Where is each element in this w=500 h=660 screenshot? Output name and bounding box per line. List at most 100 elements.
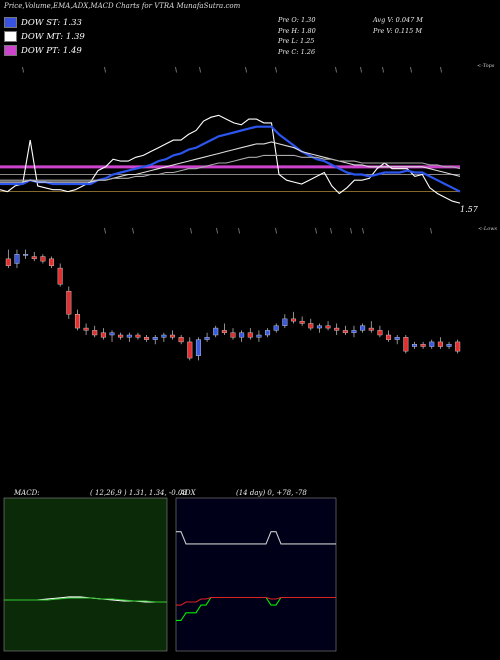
candle-51 <box>446 341 452 349</box>
candle-29 <box>256 330 262 342</box>
dow-mt-legend: DOW MT: 1.39 <box>4 31 85 42</box>
prev-low: Pre L: 1.25 <box>278 37 315 45</box>
candle-10 <box>92 325 98 338</box>
candle-body-52 <box>455 341 461 352</box>
candle-11 <box>100 328 106 340</box>
adx-title: ADX <box>180 489 196 497</box>
candle-15 <box>135 332 141 340</box>
candle-25 <box>221 323 227 335</box>
candle-48 <box>420 341 426 349</box>
dow-pt-value: 1.49 <box>62 45 82 56</box>
candle-body-33 <box>290 318 296 322</box>
candle-body-47 <box>411 344 417 347</box>
candle-body-7 <box>66 290 72 315</box>
candle-body-34 <box>299 320 305 324</box>
dow-st-value: 1.33 <box>62 17 82 28</box>
ema-series-0 <box>0 114 461 204</box>
candle-body-21 <box>187 341 193 359</box>
candle-40 <box>351 325 357 338</box>
low-marker-2: \ <box>190 228 192 235</box>
candle-body-30 <box>265 330 271 336</box>
dow-mt-value: 1.39 <box>65 31 85 42</box>
candle-13 <box>118 332 124 340</box>
dow-pt-legend: DOW PT: 1.49 <box>4 45 82 56</box>
candle-21 <box>187 337 193 361</box>
macd-panel <box>4 596 167 603</box>
candle-12 <box>109 330 115 342</box>
last-price-tag: 1.57 <box>460 205 478 214</box>
candle-35 <box>308 318 314 331</box>
candle-body-15 <box>135 334 141 338</box>
candle-body-38 <box>334 327 340 331</box>
candle-body-5 <box>49 258 55 266</box>
low-marker-5: \ <box>275 228 277 235</box>
candle-38 <box>334 323 340 335</box>
low-marker-1: \ <box>132 228 134 235</box>
candle-52 <box>455 339 461 354</box>
low-marker-0: \ <box>104 228 106 235</box>
chart-title: Price,Volume,EMA,ADX,MACD Charts for VTR… <box>4 2 241 10</box>
dow-mt-label: DOW MT: <box>21 31 64 42</box>
candle-42 <box>368 321 374 333</box>
adx-panel-bg <box>175 497 337 652</box>
prev-high: Pre H: 1.80 <box>278 26 316 35</box>
candle-20 <box>178 335 184 345</box>
candle-46 <box>403 335 409 354</box>
candle-49 <box>429 339 435 349</box>
candle-31 <box>273 323 279 333</box>
top-marker-9: \ <box>410 67 412 74</box>
candle-14 <box>126 332 132 342</box>
candle-body-32 <box>282 318 288 326</box>
ema-series-1 <box>0 125 461 193</box>
adx-params: (14 day) 0, +78, -78 <box>236 489 307 497</box>
macd-panel-bg <box>3 497 168 652</box>
candle-32 <box>282 314 288 329</box>
low-marker-7: \ <box>330 228 332 235</box>
candle-body-6 <box>57 267 63 285</box>
candle-body-1 <box>14 254 20 264</box>
candle-body-8 <box>74 314 80 329</box>
dow-pt-label: DOW PT: <box>21 45 61 56</box>
candle-2 <box>23 249 29 259</box>
candle-6 <box>57 263 63 287</box>
dow-st-legend: DOW ST: 1.33 <box>4 17 82 28</box>
candle-7 <box>66 286 72 319</box>
top-marker-6: \ <box>335 67 337 74</box>
candle-body-10 <box>92 330 98 336</box>
prev-close: Pre C: 1.26 <box>278 47 316 56</box>
candle-18 <box>161 332 167 342</box>
adx-series-2 <box>176 596 336 606</box>
candle-36 <box>316 323 322 333</box>
candle-9 <box>83 323 89 335</box>
tops-label: <-Tops <box>477 63 495 69</box>
candle-panel <box>5 249 461 361</box>
candle-body-27 <box>239 332 245 338</box>
candle-41 <box>360 323 366 333</box>
candle-body-48 <box>420 344 426 347</box>
top-marker-7: \ <box>360 67 362 74</box>
adx-panel <box>176 531 336 621</box>
low-marker-3: \ <box>216 228 218 235</box>
candle-39 <box>342 325 348 335</box>
adx-series-0 <box>176 531 336 545</box>
candle-22 <box>195 337 201 361</box>
candle-body-18 <box>161 334 167 338</box>
candle-body-0 <box>5 258 11 266</box>
candle-body-35 <box>308 323 314 329</box>
macd-series-1 <box>4 597 167 603</box>
top-marker-1: \ <box>104 67 106 74</box>
candle-23 <box>204 332 210 342</box>
candle-body-26 <box>230 332 236 338</box>
low-marker-4: \ <box>238 228 240 235</box>
low-marker-10: \ <box>430 228 432 235</box>
candle-body-19 <box>170 334 176 338</box>
top-marker-0: \ <box>22 67 24 74</box>
candle-body-22 <box>195 339 201 356</box>
macd-params: ( 12,26,9 ) 1.31, 1.34, -0.03 <box>90 489 187 497</box>
candle-17 <box>152 335 158 345</box>
candle-body-49 <box>429 341 435 347</box>
candle-body-42 <box>368 327 374 331</box>
candle-43 <box>377 325 383 338</box>
macd-label: MACD: <box>14 489 40 497</box>
lows-label: <-Lows <box>478 226 498 232</box>
